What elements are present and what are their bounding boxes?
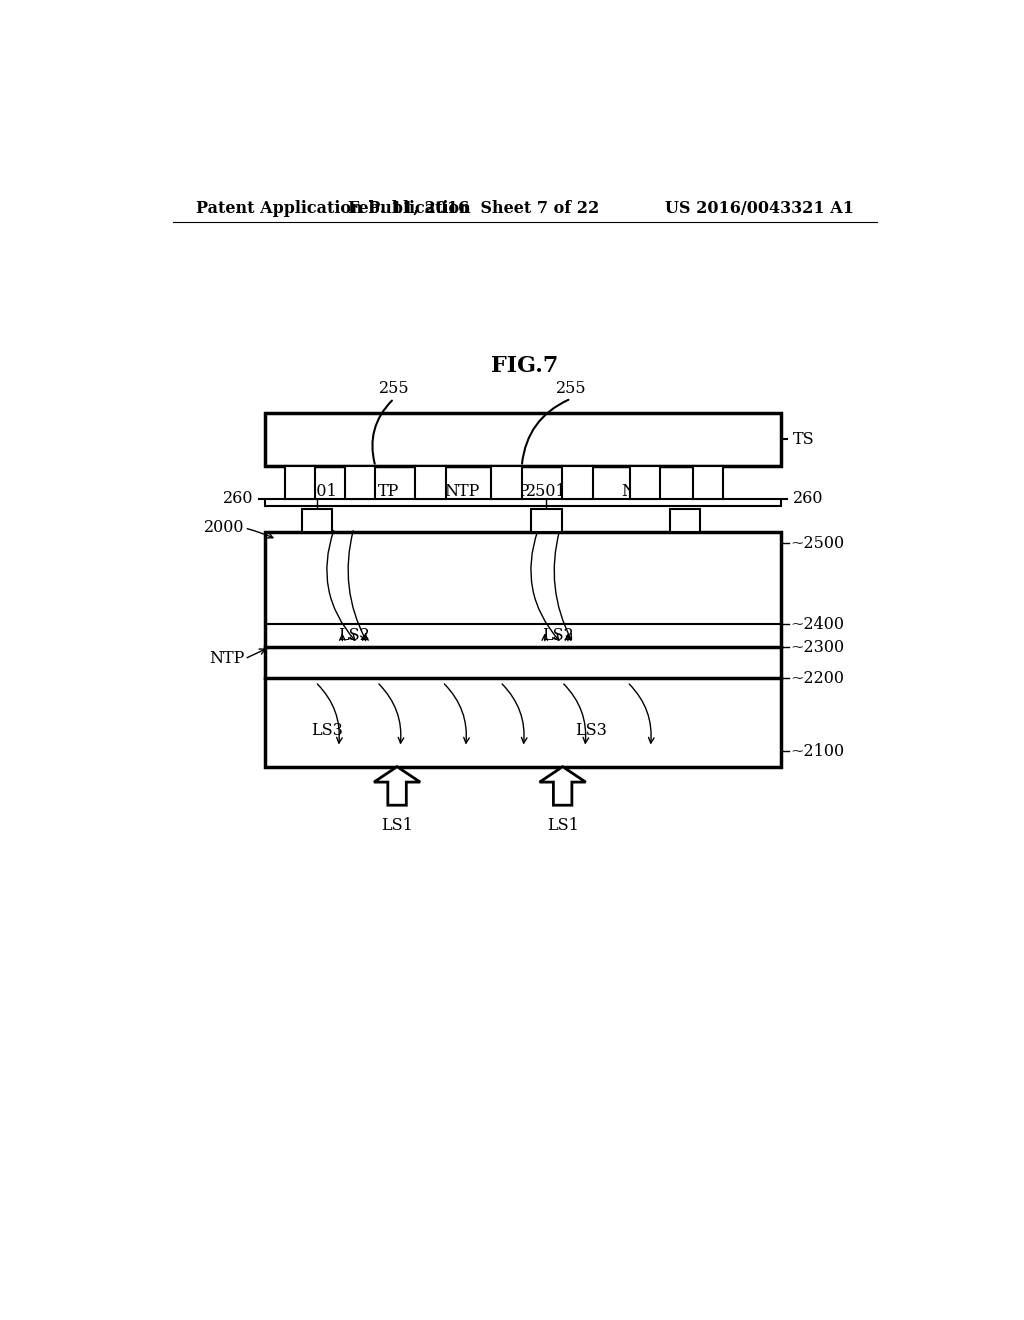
Text: NTP: NTP bbox=[622, 483, 656, 499]
Text: FIG.7: FIG.7 bbox=[492, 355, 558, 378]
Bar bbox=[265, 532, 781, 767]
Text: Feb. 11, 2016  Sheet 7 of 22: Feb. 11, 2016 Sheet 7 of 22 bbox=[347, 199, 599, 216]
Bar bbox=[301, 508, 333, 532]
Polygon shape bbox=[374, 767, 420, 805]
Text: 260: 260 bbox=[223, 490, 254, 507]
Text: LS2: LS2 bbox=[338, 627, 370, 644]
Text: ~2400: ~2400 bbox=[791, 615, 845, 632]
Bar bbox=[285, 466, 315, 499]
Bar bbox=[416, 466, 446, 499]
Bar bbox=[630, 466, 660, 499]
Polygon shape bbox=[540, 767, 586, 805]
Text: NTP: NTP bbox=[209, 651, 245, 668]
Text: TP: TP bbox=[378, 483, 399, 499]
Text: ~2500: ~2500 bbox=[791, 535, 845, 552]
Bar bbox=[692, 466, 724, 499]
Text: ~2100: ~2100 bbox=[791, 743, 845, 760]
Text: 2501: 2501 bbox=[526, 483, 566, 499]
Text: 255: 255 bbox=[556, 380, 587, 397]
Text: LS1: LS1 bbox=[547, 817, 579, 834]
Text: 2000: 2000 bbox=[204, 520, 245, 536]
Text: NTP: NTP bbox=[444, 483, 479, 499]
Bar bbox=[265, 413, 781, 466]
Bar bbox=[345, 466, 376, 499]
Text: LS3: LS3 bbox=[311, 722, 343, 739]
Bar bbox=[265, 499, 781, 507]
Text: 260: 260 bbox=[793, 490, 823, 507]
Text: US 2016/0043321 A1: US 2016/0043321 A1 bbox=[666, 199, 854, 216]
Bar bbox=[531, 508, 562, 532]
Text: ~2300: ~2300 bbox=[791, 639, 845, 656]
Text: 2501: 2501 bbox=[297, 483, 337, 499]
Text: TS: TS bbox=[793, 430, 814, 447]
Bar bbox=[490, 466, 521, 499]
Text: 255: 255 bbox=[379, 380, 410, 397]
Bar bbox=[562, 466, 593, 499]
Text: LS1: LS1 bbox=[381, 817, 413, 834]
Text: LS2: LS2 bbox=[542, 627, 573, 644]
Text: TP: TP bbox=[509, 483, 530, 499]
Bar bbox=[670, 508, 700, 532]
Text: ~2200: ~2200 bbox=[791, 669, 845, 686]
Text: Patent Application Publication: Patent Application Publication bbox=[196, 199, 471, 216]
Text: LS3: LS3 bbox=[575, 722, 607, 739]
